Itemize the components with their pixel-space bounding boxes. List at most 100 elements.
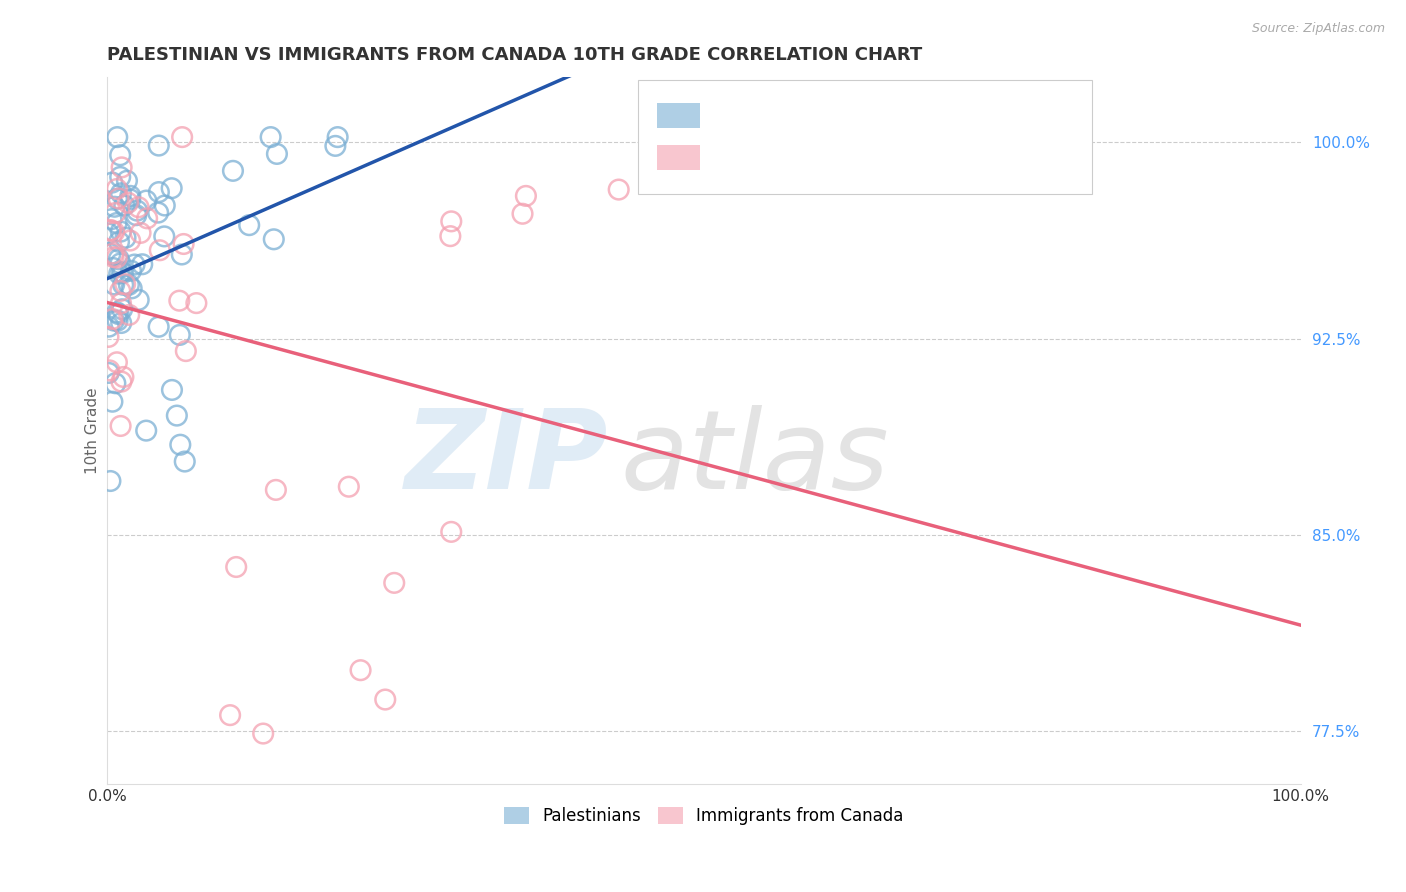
Point	[100, 223, 122, 237]
Point	[118, 308, 141, 322]
Point	[120, 193, 142, 207]
Point	[512, 207, 534, 221]
Point	[111, 265, 134, 279]
Point	[100, 212, 122, 227]
Point	[166, 409, 188, 423]
Point	[264, 483, 287, 497]
Point	[149, 244, 172, 258]
Point	[103, 250, 125, 264]
Point	[103, 200, 125, 214]
Point	[170, 247, 193, 261]
Point	[108, 267, 131, 281]
Point	[108, 148, 131, 162]
Point	[110, 225, 132, 239]
FancyBboxPatch shape	[658, 103, 700, 128]
Point	[153, 198, 176, 212]
Point	[440, 524, 463, 539]
Point	[174, 344, 197, 359]
Point	[105, 216, 128, 230]
Point	[103, 225, 125, 239]
Text: R =  0.119   N = 46: R = 0.119 N = 46	[710, 145, 917, 164]
Point	[135, 424, 157, 438]
Point	[222, 164, 245, 178]
Point	[259, 130, 281, 145]
Point	[112, 266, 135, 280]
Point	[266, 147, 288, 161]
Point	[440, 214, 463, 228]
Point	[105, 130, 128, 145]
Point	[97, 366, 120, 380]
Point	[112, 198, 135, 212]
Point	[118, 277, 141, 292]
Point	[105, 182, 128, 196]
Point	[172, 130, 194, 145]
Point	[173, 237, 195, 252]
Legend: Palestinians, Immigrants from Canada: Palestinians, Immigrants from Canada	[505, 806, 904, 825]
Y-axis label: 10th Grade: 10th Grade	[86, 387, 100, 474]
Point	[337, 480, 360, 494]
Point	[349, 663, 371, 677]
Point	[607, 183, 630, 197]
Point	[107, 252, 129, 267]
Point	[111, 302, 134, 317]
Point	[124, 258, 146, 272]
Point	[169, 438, 191, 452]
Point	[515, 189, 537, 203]
Point	[148, 138, 170, 153]
Point	[101, 176, 124, 190]
Point	[173, 454, 195, 468]
Point	[101, 312, 124, 326]
Point	[160, 181, 183, 195]
Point	[101, 260, 124, 275]
Point	[186, 296, 208, 310]
Point	[110, 256, 132, 270]
Point	[107, 313, 129, 327]
Point	[146, 205, 169, 219]
Point	[382, 575, 405, 590]
Point	[129, 226, 152, 240]
Point	[105, 192, 128, 206]
Point	[110, 316, 132, 330]
Point	[103, 313, 125, 327]
Point	[107, 307, 129, 321]
Point	[112, 277, 135, 292]
Point	[125, 203, 148, 218]
Point	[326, 130, 349, 145]
Point	[121, 281, 143, 295]
Point	[105, 355, 128, 369]
Point	[110, 284, 132, 298]
Point	[136, 211, 159, 226]
Point	[104, 206, 127, 220]
Point	[110, 186, 132, 201]
Point	[120, 264, 142, 278]
Point	[252, 726, 274, 740]
Text: PALESTINIAN VS IMMIGRANTS FROM CANADA 10TH GRADE CORRELATION CHART: PALESTINIAN VS IMMIGRANTS FROM CANADA 10…	[107, 46, 922, 64]
Text: ZIP: ZIP	[405, 405, 609, 512]
Point	[117, 195, 139, 210]
Point	[148, 185, 170, 199]
Point	[238, 218, 260, 232]
Point	[114, 231, 136, 245]
Point	[97, 330, 120, 344]
FancyBboxPatch shape	[658, 145, 700, 170]
Point	[111, 161, 134, 175]
Point	[110, 419, 132, 434]
Point	[107, 191, 129, 205]
Point	[160, 383, 183, 397]
Point	[98, 247, 121, 261]
Point	[110, 296, 132, 310]
Point	[108, 235, 131, 249]
Point	[115, 174, 138, 188]
Point	[103, 246, 125, 260]
Point	[120, 189, 142, 203]
Point	[110, 375, 132, 389]
Point	[439, 229, 461, 244]
Point	[374, 692, 396, 706]
Point	[169, 293, 191, 308]
Text: Source: ZipAtlas.com: Source: ZipAtlas.com	[1251, 22, 1385, 36]
Point	[97, 319, 120, 334]
Point	[148, 319, 170, 334]
Point	[98, 363, 121, 377]
Point	[103, 277, 125, 292]
Point	[108, 169, 131, 184]
